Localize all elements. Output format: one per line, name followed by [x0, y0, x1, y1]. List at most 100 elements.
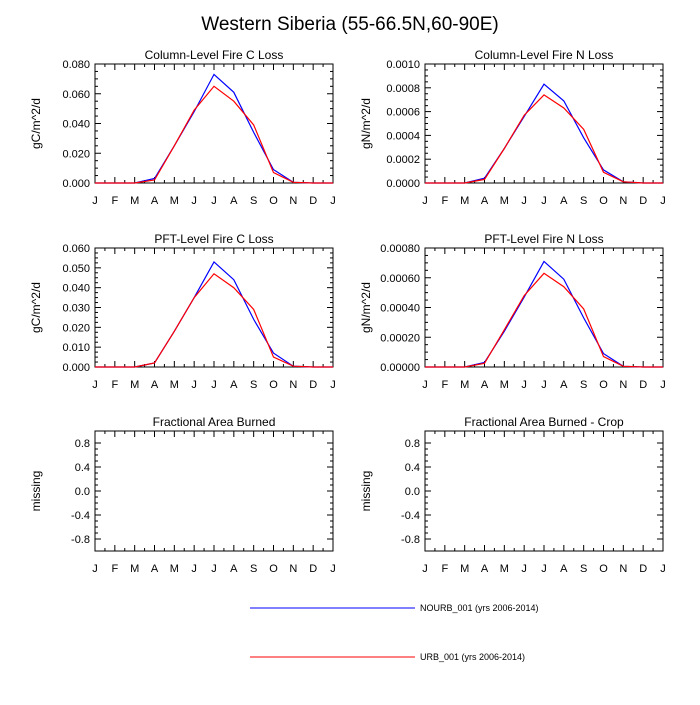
panel-5-xtick-label: F [111, 563, 118, 575]
panel-5-xtick-label: M [130, 563, 139, 575]
panel-3-ytick-label: 0.040 [62, 283, 90, 295]
panel-5-xtick-label: S [250, 563, 257, 575]
panel-2-ytick-label: 0.0006 [386, 107, 420, 119]
panel-5-frame [94, 430, 334, 552]
panel-3-series-2-line [95, 272, 333, 368]
panel-1-xtick-label: M [130, 195, 139, 207]
panel-1-xtick-label: A [151, 195, 159, 207]
panel-6-title: Fractional Area Burned - Crop [464, 415, 624, 429]
panel-4-ylabel: gN/m^2/d [359, 282, 373, 333]
panel-1-xtick-label: M [170, 195, 179, 207]
panel-4-xtick-label: D [639, 379, 647, 391]
legend-label-1: NOURB_001 (yrs 2006-2014) [420, 603, 539, 613]
panel-2-ytick-label: 0.0010 [386, 59, 420, 71]
panel-4-xtick-label: F [441, 379, 448, 391]
panel-5-xtick-label: A [230, 563, 238, 575]
panel-2-xtick-label: J [521, 195, 527, 207]
panel-3-ytick-label: 0.030 [62, 303, 90, 315]
panel-2-xtick-label: M [500, 195, 509, 207]
panel-1-xtick-label: O [269, 195, 278, 207]
panel-3-xtick-label: J [330, 379, 336, 391]
panel-4-xtick-label: M [500, 379, 509, 391]
panel-1-ytick-label: 0.080 [62, 59, 90, 71]
panel-4-ytick-label: 0.00080 [380, 243, 420, 255]
panel-1-xtick-label: J [330, 195, 336, 207]
panel-3-xtick-label: J [191, 379, 197, 391]
panel-6-xtick-label: D [639, 563, 647, 575]
panel-6-xtick-label: J [660, 563, 666, 575]
panel-5-ytick-label: -0.4 [71, 510, 90, 522]
panel-1-xtick-label: J [191, 195, 197, 207]
panel-3-xtick-label: F [111, 379, 118, 391]
panel-4-xtick-label: S [580, 379, 587, 391]
panel-3-xtick-label: J [211, 379, 217, 391]
panel-2-xtick-label: M [460, 195, 469, 207]
panel-2-xtick-label: J [422, 195, 428, 207]
panel-6-frame [424, 430, 664, 552]
panel-2-frame [424, 63, 664, 184]
panel-6-xtick-label: M [460, 563, 469, 575]
panel-5-xtick-label: J [211, 563, 217, 575]
panel-4-ytick-label: 0.00060 [380, 273, 420, 285]
panel-6-xtick-label: F [441, 563, 448, 575]
panel-2-xtick-label: S [580, 195, 587, 207]
panel-3-xtick-label: M [130, 379, 139, 391]
panel-6-xtick-label: M [500, 563, 509, 575]
panel-6-xtick-label: A [560, 563, 568, 575]
panel-1-frame [94, 63, 334, 184]
panel-3-ytick-label: 0.050 [62, 263, 90, 275]
panel-5-ytick-label: 0.8 [75, 438, 90, 450]
panel-3-ytick-label: 0.000 [62, 362, 90, 374]
legend-label-2: URB_001 (yrs 2006-2014) [420, 652, 525, 662]
panel-5-title: Fractional Area Burned [153, 415, 276, 429]
panel-3-xtick-label: S [250, 379, 257, 391]
panel-4-ytick-label: 0.00020 [380, 332, 420, 344]
panel-4-series-2-line [425, 272, 663, 368]
panel-1-xtick-label: J [211, 195, 217, 207]
panel-2-xtick-label: F [441, 195, 448, 207]
panel-6-xtick-label: O [599, 563, 608, 575]
panel-1-series-1-line [95, 73, 333, 184]
panel-3-xtick-label: A [230, 379, 238, 391]
figure-title: Western Siberia (55-66.5N,60-90E) [201, 14, 499, 35]
panel-4-xtick-label: O [599, 379, 608, 391]
panel-2-xtick-label: J [660, 195, 666, 207]
panel-6-xtick-label: J [422, 563, 428, 575]
panel-2-xtick-label: J [541, 195, 547, 207]
panel-2-ytick-label: 0.0000 [386, 178, 420, 190]
panel-3-ytick-label: 0.010 [62, 342, 90, 354]
panel-1-xtick-label: N [289, 195, 297, 207]
panel-2-ylabel: gN/m^2/d [359, 98, 373, 149]
panel-4-xtick-label: A [560, 379, 568, 391]
panel-5-ylabel: missing [29, 471, 43, 512]
panel-5-xtick-label: O [269, 563, 278, 575]
panel-2-xtick-label: A [560, 195, 568, 207]
panel-2-ytick-label: 0.0008 [386, 83, 420, 95]
panel-2-series-2-line [425, 94, 663, 184]
panel-5-xtick-label: J [92, 563, 98, 575]
panel-5-xtick-label: J [330, 563, 336, 575]
panel-4-frame [424, 247, 664, 368]
panel-4-xtick-label: M [460, 379, 469, 391]
panel-5-xtick-label: D [309, 563, 317, 575]
panel-1-ytick-label: 0.040 [62, 119, 90, 131]
panel-4-xtick-label: A [481, 379, 489, 391]
panel-3-title: PFT-Level Fire C Loss [154, 232, 273, 246]
panel-5-xtick-label: M [170, 563, 179, 575]
panel-3-series-1-line [95, 260, 333, 368]
panel-2-xtick-label: N [619, 195, 627, 207]
panel-3-xtick-label: J [92, 379, 98, 391]
panel-6-ylabel: missing [359, 471, 373, 512]
panel-1-xtick-label: A [230, 195, 238, 207]
panel-4-xtick-label: J [422, 379, 428, 391]
panel-4-xtick-label: J [660, 379, 666, 391]
panel-1-ytick-label: 0.060 [62, 89, 90, 101]
panel-2-ytick-label: 0.0002 [386, 154, 420, 166]
panel-3-xtick-label: M [170, 379, 179, 391]
panel-6-xtick-label: J [521, 563, 527, 575]
panel-3-xtick-label: A [151, 379, 159, 391]
panel-1-ylabel: gC/m^2/d [29, 98, 43, 149]
panel-1-title: Column-Level Fire C Loss [145, 48, 284, 62]
panel-6-xtick-label: S [580, 563, 587, 575]
panel-3-ytick-label: 0.020 [62, 322, 90, 334]
